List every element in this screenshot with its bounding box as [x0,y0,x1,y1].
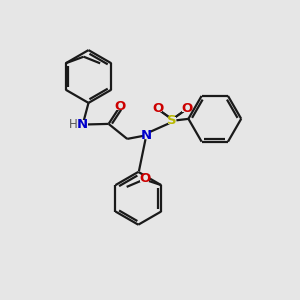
Text: O: O [152,102,164,115]
Bar [168,116,176,124]
Text: N: N [77,118,88,131]
Bar [142,131,151,139]
Bar [182,105,191,112]
Text: S: S [167,114,177,127]
Bar [72,120,88,129]
Text: H: H [69,118,78,131]
Text: O: O [139,172,150,185]
Bar [140,175,149,182]
Text: O: O [181,102,192,115]
Bar [154,105,162,112]
Bar [116,103,124,110]
Text: O: O [114,100,126,113]
Text: N: N [141,129,152,142]
